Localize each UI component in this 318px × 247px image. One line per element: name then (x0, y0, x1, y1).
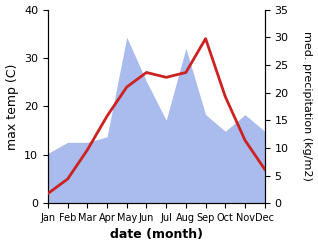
X-axis label: date (month): date (month) (110, 228, 203, 242)
Y-axis label: max temp (C): max temp (C) (5, 63, 18, 149)
Y-axis label: med. precipitation (kg/m2): med. precipitation (kg/m2) (302, 31, 313, 181)
